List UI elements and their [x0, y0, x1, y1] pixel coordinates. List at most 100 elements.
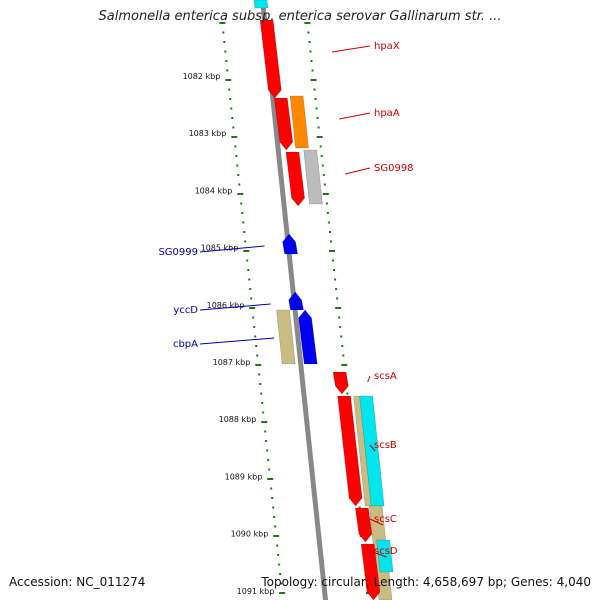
kbp-label: 1091 kbp — [237, 587, 275, 596]
tick-mark-right — [309, 50, 312, 53]
tick-mark-right — [313, 88, 316, 91]
tick-mark-right — [340, 335, 343, 338]
tick-mark-right — [333, 269, 336, 271]
tick-mark-left — [255, 364, 262, 366]
tick-mark-left — [266, 449, 269, 452]
tick-mark-left — [232, 126, 235, 129]
tick-mark-right — [317, 126, 320, 129]
gene-label-forward: SG0998 — [374, 163, 414, 174]
tick-mark-left — [261, 421, 268, 423]
gene-leader-line — [199, 303, 271, 311]
kbp-label: 1086 kbp — [207, 301, 245, 310]
gene-arrow — [354, 507, 373, 543]
tick-mark-right — [332, 259, 335, 262]
tick-mark-right — [326, 212, 329, 214]
gene-arrow — [359, 395, 385, 507]
tick-mark-right — [339, 326, 342, 328]
tick-mark-left — [238, 183, 241, 186]
kbp-label: 1087 kbp — [213, 358, 251, 367]
gene-arrow — [298, 309, 318, 365]
tick-mark-left — [264, 430, 267, 433]
gene-arrow — [273, 97, 294, 151]
tick-mark-left — [270, 487, 273, 490]
tick-mark-left — [259, 383, 262, 385]
tick-mark-left — [260, 392, 263, 395]
tick-mark-left — [249, 288, 252, 290]
tick-mark-right — [315, 107, 318, 110]
tick-mark-left — [236, 164, 239, 167]
tick-mark-left — [250, 297, 253, 300]
tick-mark-left — [268, 468, 271, 471]
accession-text: Accession: NC_011274 — [9, 575, 146, 589]
gene-leader-line — [199, 337, 275, 345]
tick-mark-right — [310, 60, 313, 62]
gene-arrow — [253, 0, 269, 9]
gene-leader-line — [369, 550, 387, 558]
tick-mark-right — [320, 155, 323, 157]
kbp-scale-labels: 1082 kbp 1083 kbp 1084 kbp 1085 kbp 1086 kbp… — [183, 72, 275, 596]
tick-mark-left — [267, 459, 270, 461]
gene-arrow — [282, 233, 299, 255]
tick-mark-right — [328, 231, 331, 233]
tick-mark-left — [261, 402, 264, 404]
kbp-label: 1088 kbp — [219, 415, 257, 424]
tick-mark-left — [276, 544, 279, 547]
tick-mark-left — [240, 202, 243, 205]
tick-mark-left — [246, 259, 249, 262]
gene-arrow — [259, 19, 282, 99]
tick-mark-right — [335, 307, 342, 309]
tick-mark-right — [322, 174, 325, 176]
genome-title: Salmonella enterica subsp. enterica sero… — [98, 9, 502, 24]
gene-leader-line — [367, 375, 371, 383]
tick-mark-right — [358, 506, 361, 509]
gene-label-reverse: yccD — [173, 305, 198, 316]
tick-mark-right — [327, 221, 330, 224]
gene-features — [253, 0, 394, 600]
kbp-label: 1083 kbp — [189, 129, 227, 138]
gene-label-forward: scsA — [374, 371, 397, 382]
tick-mark-right — [329, 240, 332, 243]
tick-mark-left — [226, 69, 229, 72]
tick-mark-left — [248, 278, 251, 281]
gene-arrow — [288, 291, 304, 311]
tick-mark-left — [278, 563, 281, 566]
tick-mark-left — [242, 221, 245, 224]
tick-mark-left — [274, 525, 277, 528]
gene-leader-line — [331, 45, 371, 53]
gene-label-leaders — [199, 45, 387, 558]
tick-mark-left — [243, 231, 246, 233]
gene-leader-line — [369, 518, 384, 526]
gene-label-reverse: SG0999 — [158, 247, 198, 258]
tick-mark-left — [229, 98, 232, 100]
gene-label-reverse: cbpA — [173, 339, 198, 350]
kbp-label: 1082 kbp — [183, 72, 221, 81]
tick-mark-left — [255, 345, 258, 347]
tick-mark-right — [322, 193, 329, 195]
tick-mark-right — [319, 145, 322, 148]
tick-mark-left — [258, 373, 261, 376]
tick-mark-right — [310, 79, 317, 81]
tick-mark-left — [224, 50, 227, 53]
tick-mark-right — [323, 183, 326, 186]
gene-arrow — [285, 151, 305, 207]
gene-arrow — [337, 395, 363, 507]
gene-labels: hpaX hpaA SG0998 scsA scsB scsC scsD SG0999 yccD… — [158, 41, 413, 557]
tick-mark-left — [280, 582, 283, 585]
tick-mark-left — [272, 506, 275, 509]
tick-mark-right — [316, 117, 319, 119]
tick-mark-right — [307, 31, 310, 34]
tick-mark-left — [273, 516, 276, 518]
tick-mark-left — [273, 535, 280, 537]
tick-mark-left — [237, 174, 240, 176]
tick-mark-left — [252, 316, 255, 319]
tick-mark-right — [308, 41, 311, 43]
tick-mark-right — [321, 164, 324, 167]
gene-leader-line — [345, 167, 371, 175]
tick-mark-right — [329, 250, 335, 252]
kbp-label: 1089 kbp — [225, 472, 263, 481]
tick-mark-left — [256, 354, 259, 357]
gene-label-forward: hpaA — [374, 108, 400, 119]
tick-mark-left — [225, 60, 228, 62]
